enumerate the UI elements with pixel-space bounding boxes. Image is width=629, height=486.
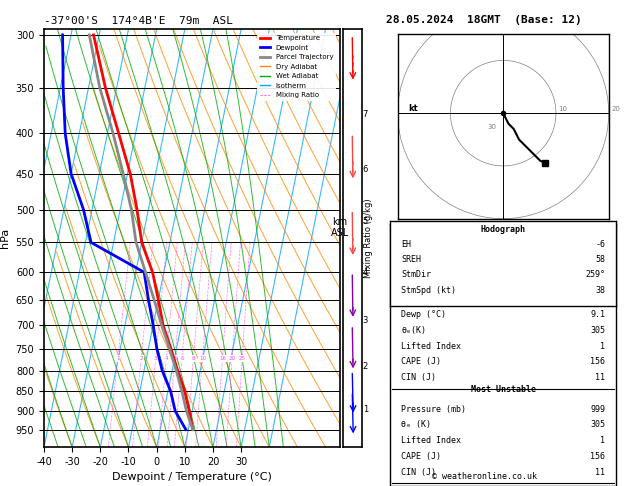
- Text: 1: 1: [600, 436, 605, 445]
- Text: StmDir: StmDir: [401, 270, 431, 279]
- Text: 25: 25: [238, 356, 245, 361]
- Text: 305: 305: [590, 420, 605, 430]
- Text: 10: 10: [559, 105, 567, 111]
- Y-axis label: km
ASL: km ASL: [331, 217, 349, 238]
- Text: 8: 8: [192, 356, 195, 361]
- Text: 4: 4: [363, 268, 368, 277]
- Text: 3: 3: [154, 356, 157, 361]
- Text: 2: 2: [363, 362, 368, 371]
- Text: 999: 999: [590, 405, 605, 414]
- Text: 16: 16: [219, 356, 226, 361]
- Text: Totals Totals: Totals Totals: [401, 255, 466, 264]
- Text: 259°: 259°: [585, 270, 605, 279]
- Text: CAPE (J): CAPE (J): [401, 452, 442, 461]
- Text: PW (cm): PW (cm): [401, 271, 437, 280]
- Text: LCL: LCL: [343, 432, 360, 442]
- Text: 11.6: 11.6: [585, 295, 605, 303]
- Text: StmSpd (kt): StmSpd (kt): [401, 286, 456, 295]
- Text: Hodograph: Hodograph: [481, 226, 526, 234]
- Text: CAPE (J): CAPE (J): [401, 357, 442, 366]
- Text: © weatheronline.co.uk: © weatheronline.co.uk: [432, 472, 537, 481]
- Text: 30: 30: [487, 124, 496, 130]
- Text: 1: 1: [363, 405, 368, 414]
- Text: 58: 58: [595, 255, 605, 264]
- Text: 2: 2: [140, 356, 143, 361]
- Text: 305: 305: [590, 326, 605, 335]
- Text: θₑ(K): θₑ(K): [401, 326, 426, 335]
- Text: 28.05.2024  18GMT  (Base: 12): 28.05.2024 18GMT (Base: 12): [386, 15, 582, 25]
- Text: 6: 6: [363, 165, 368, 174]
- Text: θₑ (K): θₑ (K): [401, 420, 431, 430]
- Text: 156: 156: [590, 452, 605, 461]
- Legend: Temperature, Dewpoint, Parcel Trajectory, Dry Adiabat, Wet Adiabat, Isotherm, Mi: Temperature, Dewpoint, Parcel Trajectory…: [257, 33, 336, 101]
- Text: 1.61: 1.61: [585, 271, 605, 280]
- Text: 1: 1: [116, 356, 120, 361]
- Text: Dewp (°C): Dewp (°C): [401, 310, 447, 319]
- Text: 5: 5: [173, 356, 177, 361]
- Text: Surface: Surface: [486, 274, 521, 283]
- Text: 5: 5: [363, 217, 368, 226]
- Text: 3: 3: [363, 315, 368, 325]
- Text: kt: kt: [408, 104, 418, 113]
- Text: 10: 10: [199, 356, 206, 361]
- Text: CIN (J): CIN (J): [401, 468, 437, 477]
- Text: 4: 4: [165, 356, 168, 361]
- Text: Pressure (mb): Pressure (mb): [401, 405, 466, 414]
- Y-axis label: hPa: hPa: [0, 228, 10, 248]
- Text: 7: 7: [363, 109, 368, 119]
- Text: 20: 20: [229, 356, 236, 361]
- Text: Temp (°C): Temp (°C): [401, 295, 447, 303]
- Text: 156: 156: [590, 357, 605, 366]
- Text: Mixing Ratio (g/kg): Mixing Ratio (g/kg): [364, 198, 373, 278]
- Text: -6: -6: [595, 240, 605, 249]
- Text: 11: 11: [595, 373, 605, 382]
- Text: 9.1: 9.1: [590, 310, 605, 319]
- X-axis label: Dewpoint / Temperature (°C): Dewpoint / Temperature (°C): [112, 472, 272, 483]
- Text: 55: 55: [595, 255, 605, 264]
- Text: 1: 1: [600, 342, 605, 351]
- Text: CIN (J): CIN (J): [401, 373, 437, 382]
- Text: SREH: SREH: [401, 255, 421, 264]
- Text: K: K: [401, 239, 406, 248]
- Text: Lifted Index: Lifted Index: [401, 436, 461, 445]
- Text: -37°00'S  174°4B'E  79m  ASL: -37°00'S 174°4B'E 79m ASL: [44, 16, 233, 26]
- Text: Most Unstable: Most Unstable: [470, 384, 536, 394]
- Text: 38: 38: [595, 286, 605, 295]
- Text: 6: 6: [180, 356, 184, 361]
- Text: 20: 20: [611, 105, 620, 111]
- Text: EH: EH: [401, 240, 411, 249]
- Text: 26: 26: [595, 239, 605, 248]
- Text: Lifted Index: Lifted Index: [401, 342, 461, 351]
- Text: 11: 11: [595, 468, 605, 477]
